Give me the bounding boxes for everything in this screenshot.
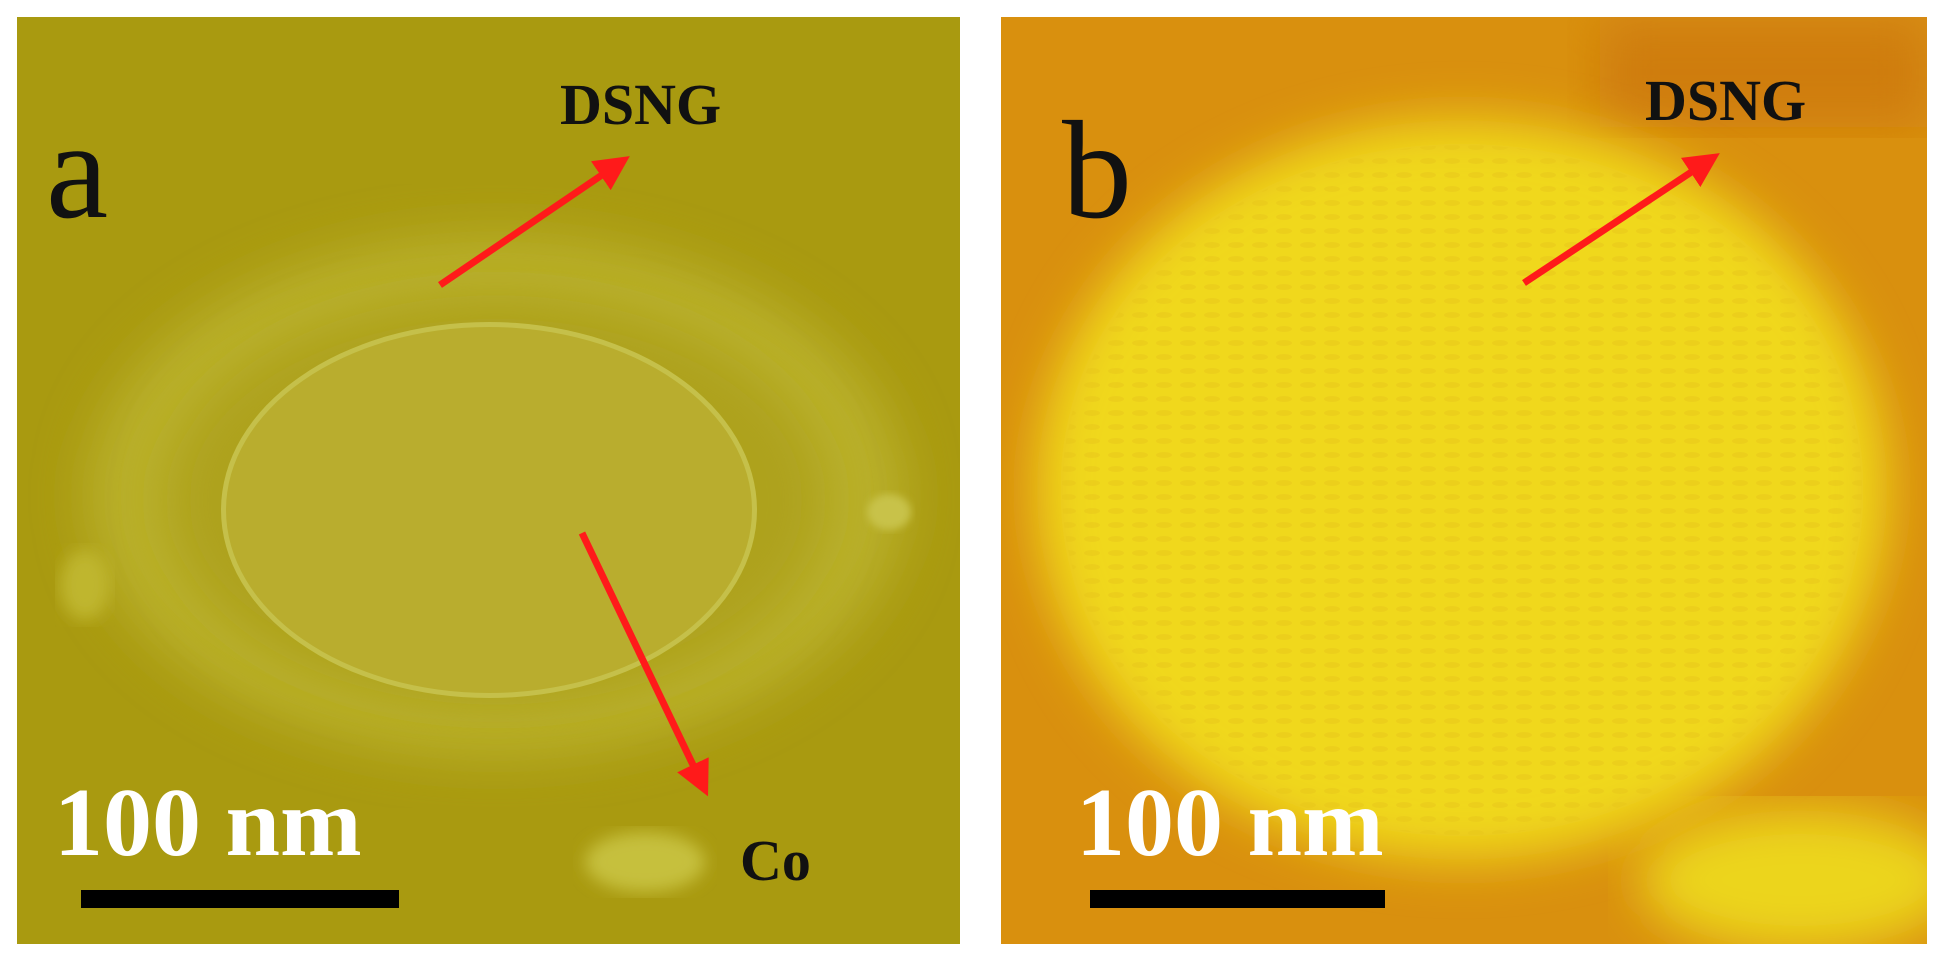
scale-bar-label: 100 nm	[54, 769, 362, 877]
arrow	[438, 156, 630, 288]
annotation: Co	[740, 828, 811, 893]
arrow	[1522, 153, 1720, 286]
arrow	[578, 531, 709, 797]
scale-bar-label: 100 nm	[1076, 769, 1384, 877]
annotation: DSNG	[560, 72, 721, 137]
annotation: DSNG	[1645, 68, 1806, 133]
panel-b-image	[1001, 17, 1927, 944]
panel-label: b	[1062, 93, 1132, 248]
panel-a-image	[17, 17, 960, 944]
scale-bar	[1090, 890, 1385, 908]
panel-label: a	[46, 93, 108, 248]
scale-bar	[81, 890, 399, 908]
